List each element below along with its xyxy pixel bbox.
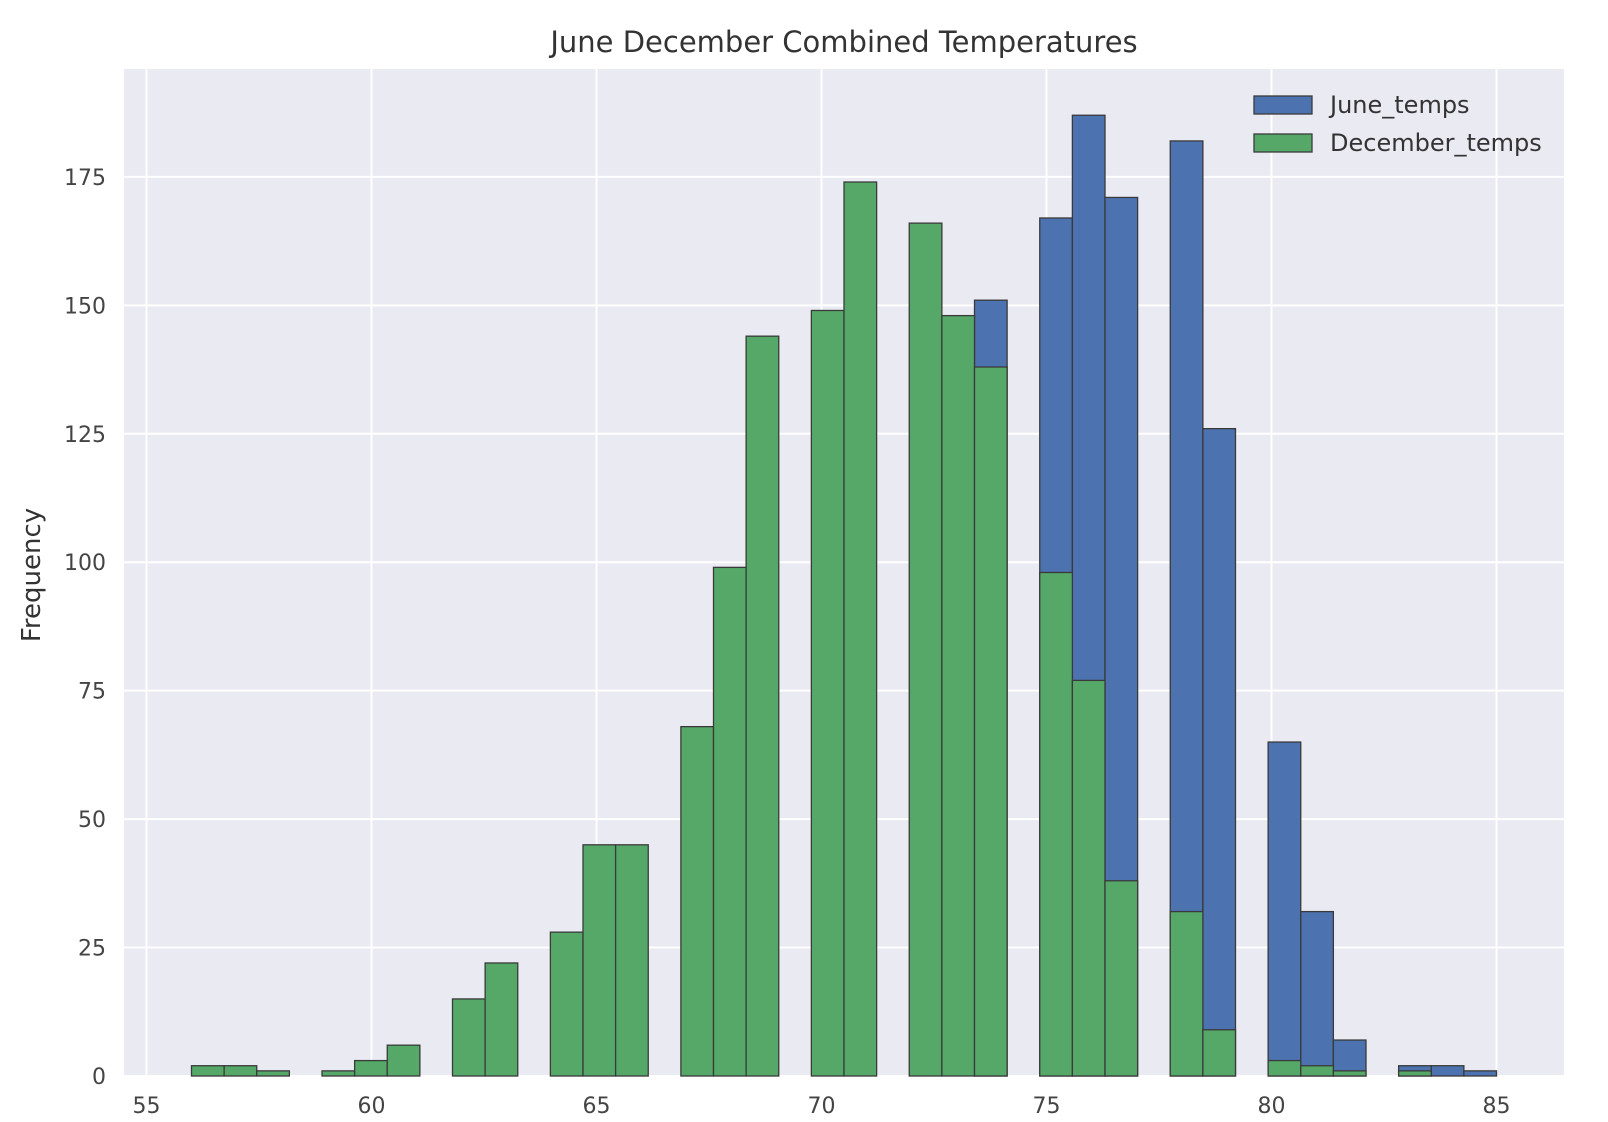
- december-bar: [1039, 571, 1074, 1077]
- december-bar: [1397, 1070, 1432, 1077]
- december-bar: [614, 844, 649, 1077]
- december-bar: [223, 1065, 258, 1077]
- june-bar: [1300, 910, 1335, 1077]
- december-bar: [1169, 910, 1204, 1077]
- june-bar: [1267, 741, 1302, 1077]
- x-tick-label: 55: [133, 1094, 161, 1119]
- chart-title: June December Combined Temperatures: [548, 25, 1137, 59]
- december-bar: [484, 962, 519, 1077]
- december-bar: [353, 1059, 388, 1077]
- december-bar: [1267, 1059, 1302, 1077]
- y-tick-label: 100: [64, 551, 106, 576]
- y-tick-label: 125: [64, 423, 106, 448]
- december-bar: [941, 314, 976, 1077]
- x-tick-label: 80: [1258, 1094, 1286, 1119]
- december-bar: [745, 335, 780, 1077]
- june-bar: [1430, 1065, 1465, 1077]
- legend-label: June_temps: [1328, 91, 1470, 119]
- december-bar: [712, 566, 747, 1077]
- december-bar: [680, 725, 715, 1077]
- x-tick-label: 75: [1033, 1094, 1061, 1119]
- x-tick-label: 60: [358, 1094, 386, 1119]
- december-bar: [810, 309, 845, 1077]
- december-bar: [549, 931, 584, 1077]
- y-tick-label: 25: [78, 937, 106, 962]
- december-bar: [1071, 679, 1106, 1077]
- december-bar: [1300, 1065, 1335, 1077]
- december-bar: [386, 1044, 421, 1077]
- legend-swatch: [1253, 95, 1313, 115]
- june-bar: [1202, 427, 1237, 1077]
- y-tick-label: 175: [64, 166, 106, 191]
- december-bar: [190, 1065, 225, 1077]
- y-tick-label: 50: [78, 808, 106, 833]
- y-axis-ticks: 0 25 50 75 100 125 150 175: [64, 166, 106, 1090]
- legend-label: December_temps: [1330, 129, 1542, 157]
- y-tick-label: 0: [92, 1065, 106, 1090]
- x-axis-ticks: 55 60 65 70 75 80 85: [133, 1094, 1511, 1119]
- x-tick-label: 85: [1483, 1094, 1511, 1119]
- y-axis-label: Frequency: [17, 508, 47, 642]
- december-bar: [1202, 1029, 1237, 1077]
- june-bar: [1463, 1070, 1498, 1077]
- x-tick-label: 65: [583, 1094, 611, 1119]
- december-bar: [582, 844, 617, 1077]
- legend: June_temps December_temps: [1253, 91, 1542, 157]
- y-tick-label: 75: [78, 680, 106, 705]
- december-bar: [973, 366, 1008, 1077]
- december-bar: [843, 181, 878, 1077]
- december-bar: [256, 1070, 291, 1077]
- y-tick-label: 150: [64, 294, 106, 319]
- june-bar: [1332, 1039, 1367, 1077]
- legend-swatch: [1253, 133, 1313, 153]
- x-tick-label: 70: [808, 1094, 836, 1119]
- december-bar: [908, 222, 943, 1077]
- december-bar: [1104, 880, 1139, 1077]
- december-bar: [1332, 1070, 1367, 1077]
- december-bar: [451, 998, 486, 1077]
- december-bar: [321, 1070, 356, 1077]
- bars: [190, 114, 1498, 1077]
